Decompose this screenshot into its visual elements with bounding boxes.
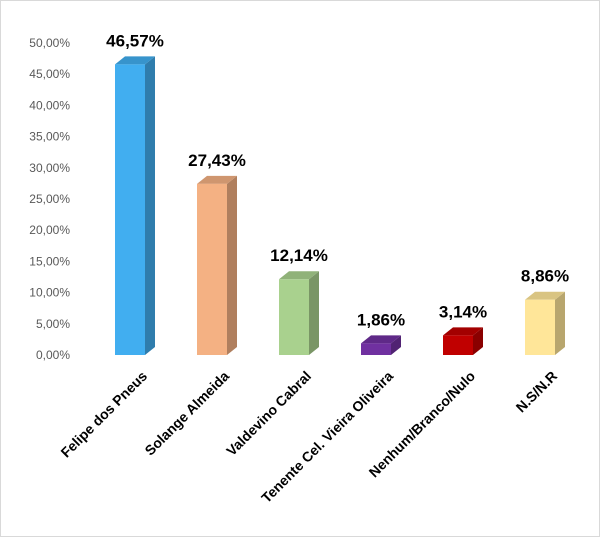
y-tick-label: 0,00% bbox=[36, 348, 70, 362]
bar-side bbox=[391, 335, 401, 355]
bar-front bbox=[197, 183, 227, 355]
data-labels: 46,57% 27,43% 12,14% 1,86% 3,14% 8,86% bbox=[106, 31, 569, 329]
bar bbox=[361, 335, 401, 355]
data-label: 46,57% bbox=[106, 31, 164, 50]
bar-front bbox=[443, 335, 473, 355]
data-label: 1,86% bbox=[357, 310, 405, 329]
bar bbox=[197, 175, 237, 355]
y-tick-label: 15,00% bbox=[29, 254, 70, 268]
bar-side bbox=[309, 271, 319, 355]
bar-top bbox=[443, 327, 483, 336]
y-axis: 0,00% 5,00% 10,00% 15,00% 20,00% 25,00% 30,00%… bbox=[29, 36, 70, 362]
bar-top bbox=[197, 175, 237, 184]
bar-side bbox=[227, 175, 237, 355]
bar-side bbox=[145, 56, 155, 355]
y-tick-label: 30,00% bbox=[29, 161, 70, 175]
bar bbox=[115, 56, 155, 355]
bar bbox=[525, 291, 565, 355]
bar-front bbox=[115, 64, 145, 355]
bar-top bbox=[361, 335, 401, 344]
y-tick-label: 25,00% bbox=[29, 192, 70, 206]
bar-top bbox=[115, 56, 155, 65]
y-tick-label: 35,00% bbox=[29, 130, 70, 144]
y-tick-label: 50,00% bbox=[29, 36, 70, 50]
bar-front bbox=[361, 343, 391, 355]
bar-side bbox=[555, 291, 565, 355]
bars bbox=[115, 56, 565, 355]
y-tick-label: 20,00% bbox=[29, 223, 70, 237]
bar-side bbox=[473, 327, 483, 355]
y-tick-label: 45,00% bbox=[29, 67, 70, 81]
bar-front bbox=[279, 279, 309, 355]
bar-front bbox=[525, 299, 555, 355]
bar-top bbox=[525, 291, 565, 300]
data-label: 3,14% bbox=[439, 302, 487, 321]
data-label: 8,86% bbox=[521, 267, 569, 286]
bar-top bbox=[279, 271, 319, 280]
y-tick-label: 10,00% bbox=[29, 286, 70, 300]
bar bbox=[279, 271, 319, 355]
bar bbox=[443, 327, 483, 355]
y-tick-label: 40,00% bbox=[29, 98, 70, 112]
y-tick-label: 5,00% bbox=[36, 317, 70, 331]
data-label: 27,43% bbox=[188, 151, 246, 170]
data-label: 12,14% bbox=[270, 246, 328, 265]
